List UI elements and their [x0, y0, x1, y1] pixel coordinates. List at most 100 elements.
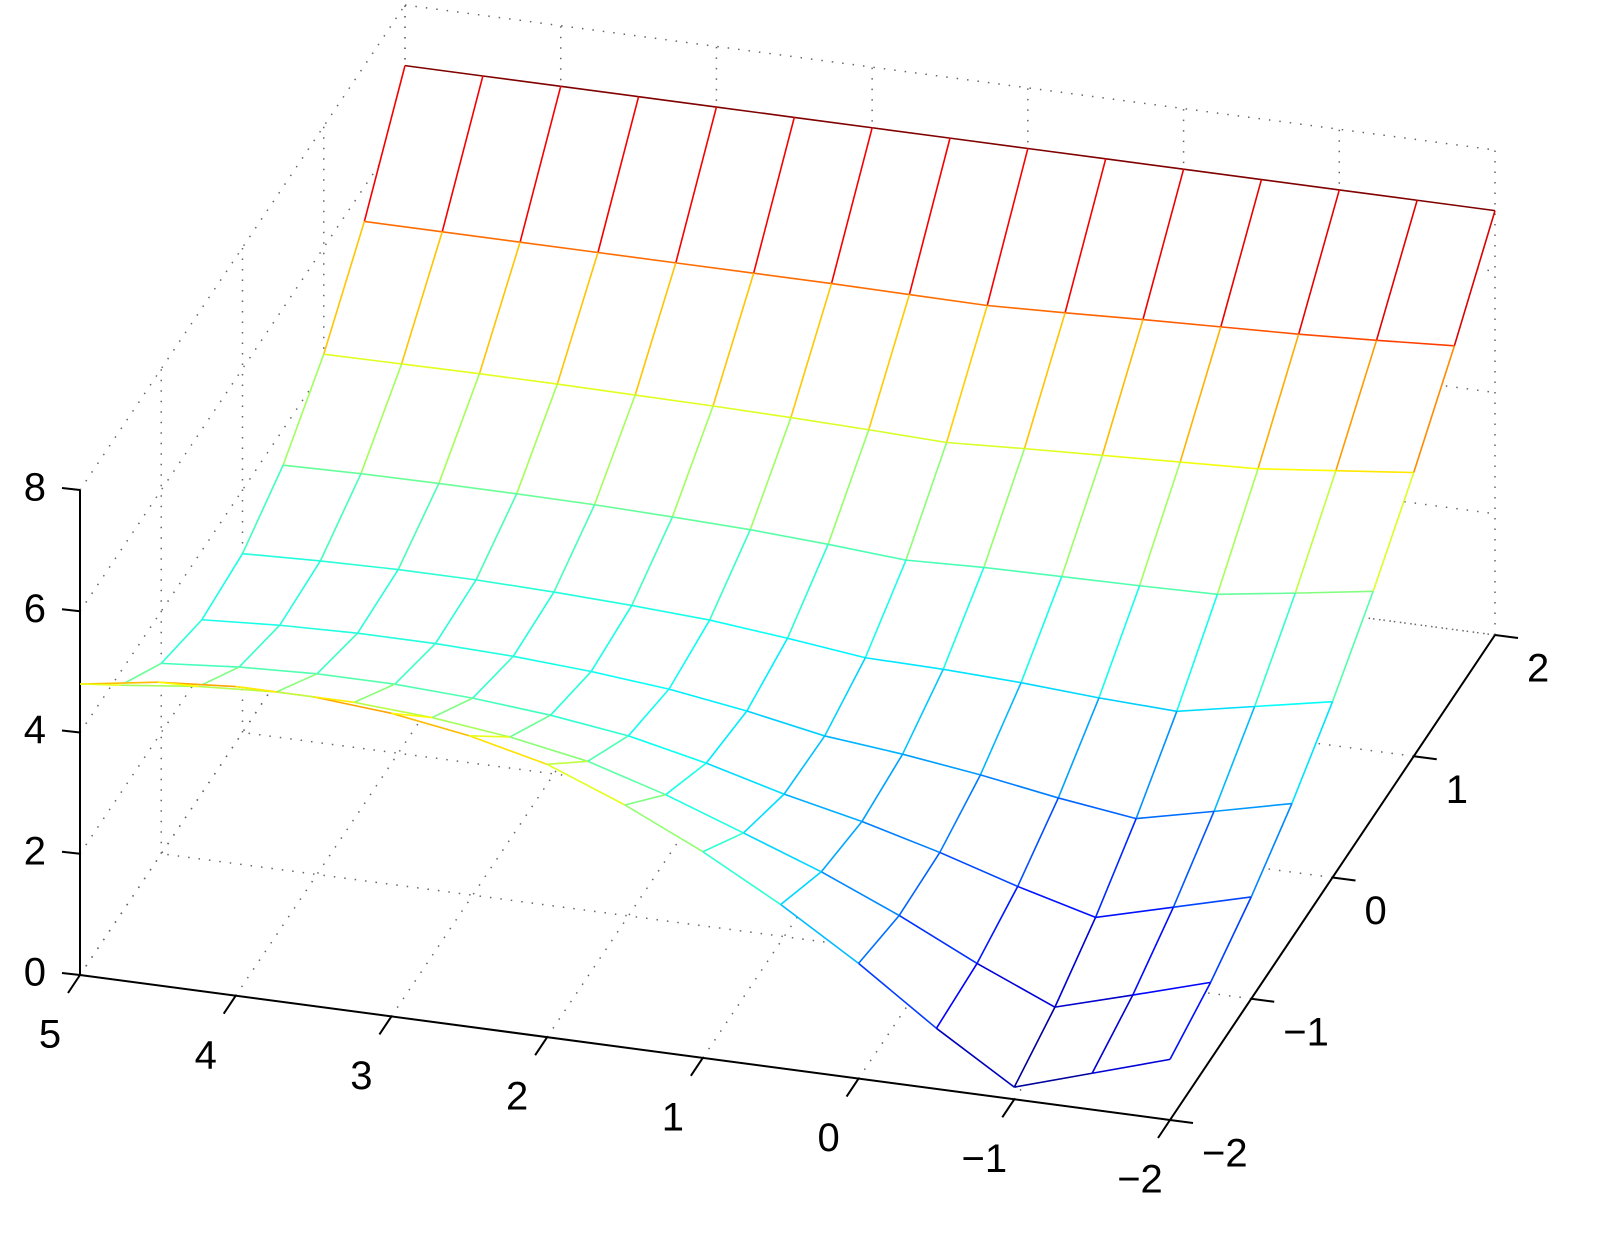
y-tick: [1413, 755, 1437, 761]
mesh-edge: [780, 903, 860, 965]
mesh-face: [1254, 591, 1374, 707]
mesh-edge: [590, 605, 633, 672]
mesh-edge: [983, 566, 1062, 578]
mesh-edge: [1142, 318, 1221, 328]
mesh-face: [557, 252, 676, 396]
mesh-face: [401, 231, 521, 374]
mesh-face: [1054, 907, 1174, 1008]
mesh-edge: [364, 220, 443, 233]
mesh-edge: [479, 372, 558, 385]
mesh-face: [1095, 811, 1215, 918]
mesh-edge: [438, 482, 517, 495]
x-tick-label: 3: [350, 1054, 372, 1098]
mesh-face: [472, 656, 592, 716]
mesh-edge: [1291, 701, 1334, 804]
mesh-edge: [438, 373, 481, 484]
mesh-edge: [472, 697, 551, 716]
mesh-face: [983, 448, 1103, 577]
x-tick: [690, 1057, 704, 1077]
mesh-edge: [597, 251, 676, 264]
x-tick-label: 0: [817, 1116, 839, 1160]
x-tick: [1001, 1098, 1016, 1118]
mesh-edge: [1412, 345, 1456, 473]
mesh-edge: [353, 683, 396, 704]
mesh-edge: [831, 282, 910, 296]
mesh-edge: [472, 655, 514, 699]
mesh-edge: [868, 428, 947, 444]
mesh-edge: [1294, 470, 1337, 594]
mesh-edge: [1254, 700, 1333, 708]
mesh-face: [899, 852, 1018, 964]
mesh-edge: [323, 353, 402, 365]
mesh-edge: [1101, 319, 1144, 456]
mesh-edge: [864, 559, 907, 659]
mesh-edge: [872, 126, 951, 139]
mesh-edge: [790, 283, 833, 418]
mesh-edge: [858, 962, 937, 1029]
mesh-edge: [282, 353, 325, 466]
mesh-edge: [313, 696, 355, 704]
mesh-edge: [553, 591, 632, 607]
mesh-face: [780, 871, 900, 964]
mesh-edge: [1013, 1006, 1056, 1088]
mesh-face: [1092, 982, 1211, 1074]
mesh-edge: [549, 670, 592, 716]
mesh-edge: [1016, 797, 1060, 887]
mesh-edge: [1220, 179, 1263, 328]
mesh-edge: [478, 241, 521, 374]
mesh-face: [1024, 312, 1143, 456]
mesh-face: [858, 915, 978, 1029]
mesh-edge: [560, 85, 639, 98]
mesh-edge: [1250, 803, 1293, 898]
mesh-edge: [509, 736, 589, 763]
mesh-edge: [1132, 981, 1211, 996]
mesh-edge: [1054, 994, 1133, 1008]
mesh-edge: [787, 637, 866, 659]
mesh-face: [597, 96, 717, 263]
mesh-edge: [597, 96, 640, 253]
x-tick-label: 4: [195, 1033, 217, 1077]
mesh-edge: [120, 684, 199, 688]
mesh-edge: [668, 688, 748, 712]
y-tick-label: −2: [1202, 1132, 1248, 1176]
z-tick-label: 8: [24, 466, 46, 510]
mesh-edge: [1139, 584, 1218, 596]
mesh-edge: [1183, 168, 1262, 181]
mesh-edge: [391, 712, 433, 719]
mesh-edge: [587, 735, 629, 762]
mesh-edge: [1375, 200, 1418, 341]
mesh-edge: [1261, 178, 1340, 191]
mesh-edge: [898, 852, 941, 916]
mesh-face: [861, 754, 981, 853]
mesh-edge: [1295, 590, 1374, 594]
z-tick: [61, 972, 81, 976]
mesh-edge: [512, 591, 555, 657]
x-tick: [222, 995, 237, 1015]
mesh-edge: [705, 710, 748, 764]
mesh-face: [831, 127, 950, 295]
mesh-face: [977, 886, 1096, 1008]
mesh-edge: [976, 886, 1019, 964]
mesh-edge: [1213, 706, 1256, 812]
mesh-face: [479, 242, 598, 385]
axis-line: [79, 974, 1171, 1121]
y-tick-label: −1: [1283, 1010, 1329, 1054]
mesh-edge: [546, 763, 626, 806]
mesh-edge: [1169, 982, 1212, 1060]
mesh-edge: [482, 75, 561, 88]
mesh-edge: [702, 851, 782, 906]
mesh-edge: [515, 383, 559, 495]
mesh-edge: [627, 688, 670, 737]
mesh-edge: [242, 552, 321, 562]
mesh-face: [1142, 169, 1262, 327]
mesh-edge: [356, 569, 399, 634]
mesh-edge: [1173, 896, 1252, 908]
mesh-edge: [1020, 681, 1100, 699]
mesh-edge: [1176, 594, 1219, 712]
mesh-face: [442, 75, 561, 243]
mesh-edge: [905, 442, 948, 561]
mesh-edge: [1060, 455, 1104, 577]
mesh-edge: [442, 230, 521, 243]
mesh-edge: [634, 262, 677, 396]
